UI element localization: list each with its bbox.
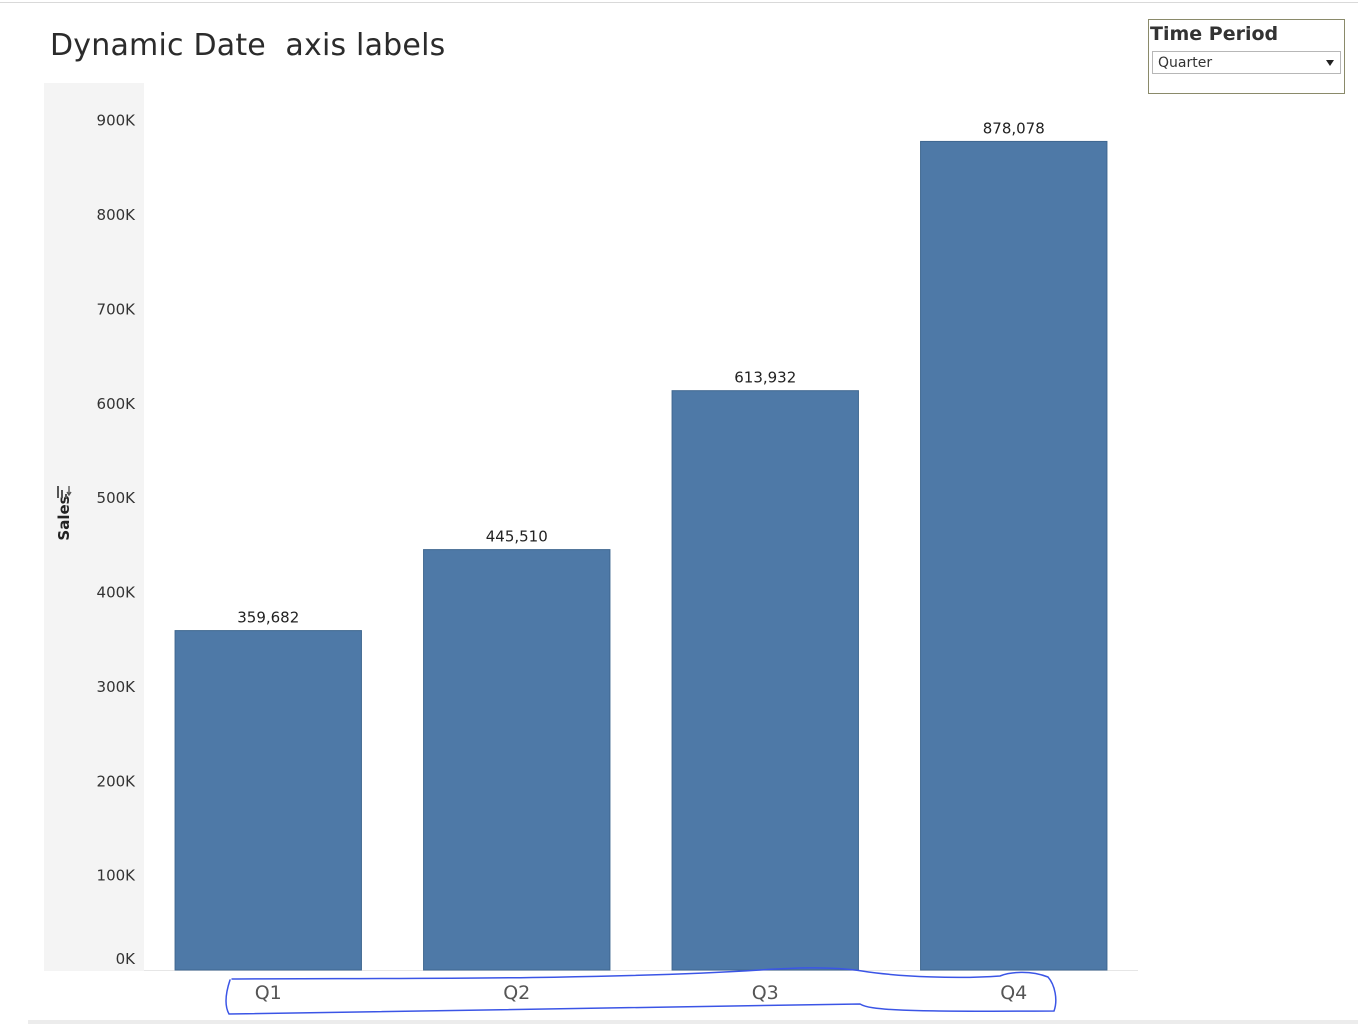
data-label: 613,932 xyxy=(734,369,796,387)
filter-title: Time Period xyxy=(1150,23,1279,45)
data-label: 878,078 xyxy=(983,119,1045,137)
time-period-dropdown[interactable]: Quarter xyxy=(1152,51,1341,74)
y-tick-label: 0K xyxy=(116,950,137,968)
y-tick-label: 400K xyxy=(97,584,137,602)
bar xyxy=(174,630,362,971)
dropdown-value: Quarter xyxy=(1158,55,1213,71)
bar xyxy=(423,549,611,971)
top-divider xyxy=(0,2,1358,3)
chart-title: Dynamic Date axis labels xyxy=(50,28,446,63)
y-tick-label: 500K xyxy=(97,489,137,507)
y-tick-label: 600K xyxy=(97,395,137,413)
annotation-highlight xyxy=(225,967,1057,1015)
x-tick-label: Q4 xyxy=(1000,982,1027,1004)
x-tick-label: Q2 xyxy=(503,982,530,1004)
chevron-down-icon xyxy=(1326,60,1334,66)
y-tick-label: 900K xyxy=(97,112,137,130)
x-tick-label: Q3 xyxy=(752,982,779,1004)
bottom-divider xyxy=(28,1020,1358,1024)
y-tick-label: 700K xyxy=(97,300,137,318)
bar xyxy=(920,140,1108,971)
data-label: 359,682 xyxy=(237,609,299,627)
y-tick-label: 800K xyxy=(97,206,137,224)
x-tick-label: Q1 xyxy=(255,982,282,1004)
y-tick-label: 200K xyxy=(97,772,137,790)
y-tick-label: 300K xyxy=(97,678,137,696)
time-period-filter: Time Period Quarter xyxy=(1148,19,1345,94)
sort-icon[interactable] xyxy=(56,484,72,500)
data-label: 445,510 xyxy=(486,528,548,546)
y-axis-panel xyxy=(44,83,144,971)
y-tick-label: 100K xyxy=(97,867,137,885)
bar xyxy=(671,390,859,971)
